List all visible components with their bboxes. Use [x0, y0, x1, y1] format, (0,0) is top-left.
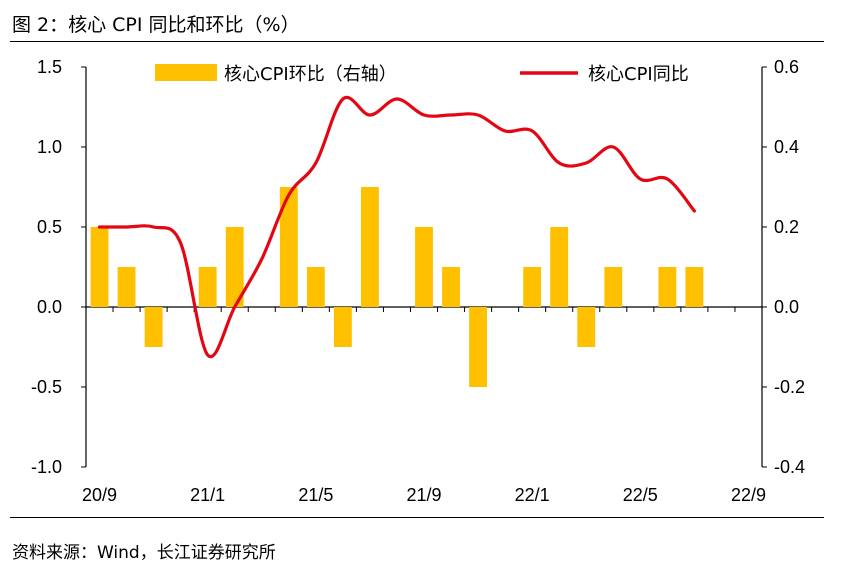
bar: [442, 267, 460, 307]
x-tick-label: 20/9: [82, 485, 117, 505]
bar: [577, 307, 596, 347]
bar: [144, 307, 163, 347]
x-tick-label: 22/9: [731, 485, 766, 505]
bar: [279, 187, 298, 307]
bar: [333, 307, 352, 347]
right-tick-label: -0.4: [774, 457, 805, 477]
left-tick-label: -1.0: [31, 457, 62, 477]
x-tick-label: 21/5: [298, 485, 333, 505]
bar: [469, 307, 488, 387]
left-tick-label: 1.5: [37, 57, 62, 77]
source-note: 资料来源：Wind，长江证券研究所: [12, 543, 276, 563]
legend-label-line: 核心CPI同比: [588, 64, 689, 85]
left-tick-label: 0.0: [37, 297, 62, 317]
bar: [550, 227, 569, 307]
left-tick-label: 0.5: [37, 217, 62, 237]
bar: [225, 227, 244, 307]
bar: [117, 267, 136, 307]
figure-title: 图 2：核心 CPI 同比和环比（%）: [12, 14, 300, 36]
right-tick-label: 0.6: [774, 57, 799, 77]
bar: [523, 267, 542, 307]
right-tick-label: 0.0: [774, 297, 799, 317]
bottom-rule: [10, 517, 824, 518]
bar: [658, 267, 677, 307]
bar: [360, 187, 379, 307]
bar: [306, 267, 325, 307]
bar: [415, 227, 433, 307]
bar: [685, 267, 704, 307]
x-tick-label: 21/1: [190, 485, 225, 505]
x-tick-label: 22/1: [515, 485, 550, 505]
x-tick-label: 21/9: [406, 485, 441, 505]
right-tick-label: 0.4: [774, 137, 799, 157]
line-series-yoy: [97, 95, 696, 359]
left-tick-label: 1.0: [37, 137, 62, 157]
right-tick-label: 0.2: [774, 217, 799, 237]
bar: [90, 227, 109, 307]
top-rule: [10, 41, 824, 42]
legend-swatch-bar: [155, 64, 217, 81]
bar: [604, 267, 623, 307]
x-tick-label: 22/5: [623, 485, 658, 505]
legend-label-bar: 核心CPI环比（右轴）: [224, 64, 397, 85]
left-tick-label: -0.5: [31, 377, 62, 397]
right-tick-label: -0.2: [774, 377, 805, 397]
bar: [198, 267, 217, 307]
